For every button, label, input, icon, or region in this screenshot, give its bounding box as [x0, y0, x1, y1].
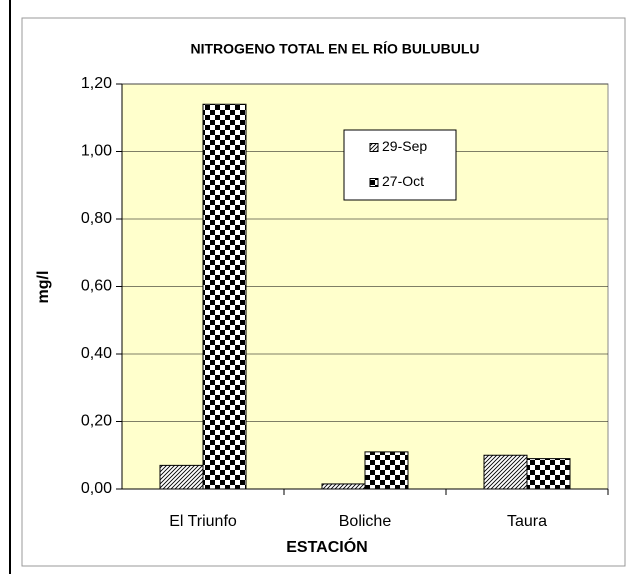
bar — [364, 451, 409, 490]
bar — [202, 103, 247, 490]
x-tick-label: El Triunfo — [169, 513, 237, 530]
bar — [526, 458, 571, 490]
bar — [159, 464, 204, 490]
y-axis-label: mg/l — [35, 271, 52, 304]
legend-swatch — [369, 143, 379, 152]
x-axis-label: ESTACIÓN — [286, 537, 367, 556]
y-tick-label: 0,80 — [81, 210, 112, 227]
x-tick-label: Taura — [507, 513, 547, 530]
y-tick-label: 0,40 — [81, 345, 112, 362]
bar — [321, 483, 366, 490]
y-tick-label: 0,00 — [81, 480, 112, 497]
chart-title: NITROGENO TOTAL EN EL RÍO BULUBULU — [190, 41, 479, 57]
y-tick-label: 0,60 — [81, 278, 112, 295]
legend-label: 29-Sep — [382, 138, 427, 154]
legend-label: 27-Oct — [382, 173, 424, 189]
bar — [483, 454, 528, 490]
x-tick-label: Boliche — [339, 513, 392, 530]
y-tick-label: 1,20 — [81, 75, 112, 92]
legend-swatch — [369, 178, 379, 187]
y-tick-label: 0,20 — [81, 413, 112, 430]
legend-box — [343, 129, 457, 201]
y-tick-label: 1,00 — [81, 143, 112, 160]
